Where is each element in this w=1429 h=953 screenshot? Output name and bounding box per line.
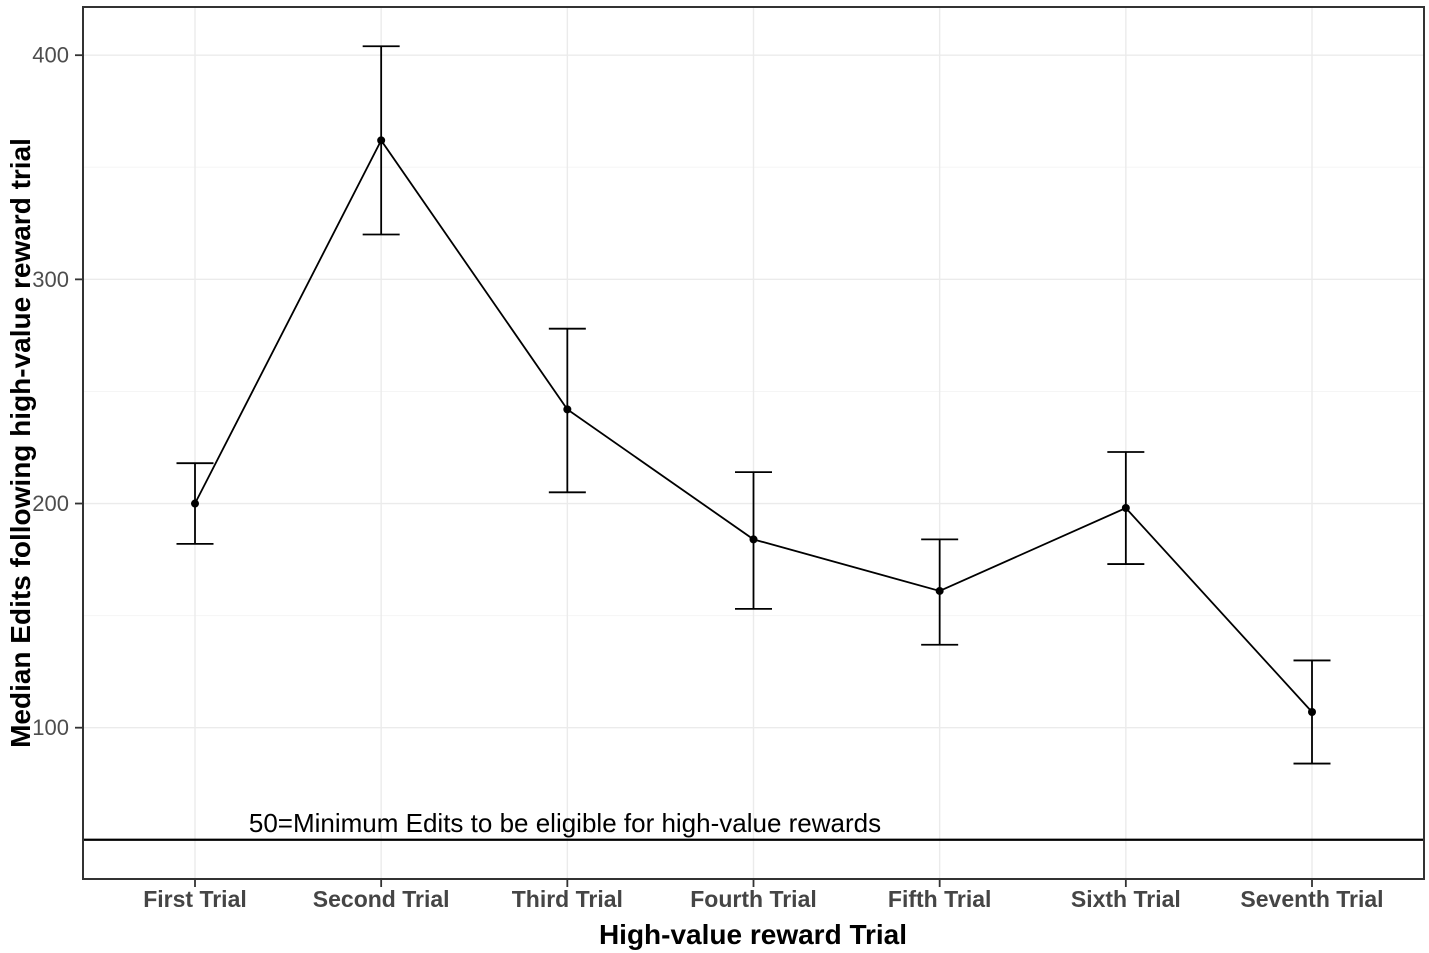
reference-line-annotation: 50=Minimum Edits to be eligible for high… [249,808,881,838]
x-category-label: Third Trial [512,886,623,912]
x-category-label: Second Trial [313,886,450,912]
axes-layer: 100 200 300 400 First Trial Second Trial Third… [32,6,1425,912]
data-point [1308,707,1316,716]
y-axis-title: Median Edits following high-value reward… [5,138,36,748]
data-point [935,586,944,595]
data-point [1121,504,1130,513]
x-category-label: Seventh Trial [1240,886,1383,912]
y-tick-label: 100 [32,715,69,740]
x-category-label: Fifth Trial [888,886,992,912]
data-layer [83,45,1424,841]
x-category-label: First Trial [143,886,247,912]
x-category-label: Fourth Trial [690,886,817,912]
x-category-label: Sixth Trial [1071,886,1181,912]
gridlines-layer [83,7,1424,879]
y-tick-label: 400 [32,43,69,68]
data-point [377,136,386,145]
x-axis-title: High-value reward Trial [599,919,907,950]
data-point [563,405,572,414]
y-tick-label: 200 [32,491,69,516]
data-point [191,499,199,508]
y-tick-label: 300 [32,267,69,292]
data-point [749,535,758,544]
